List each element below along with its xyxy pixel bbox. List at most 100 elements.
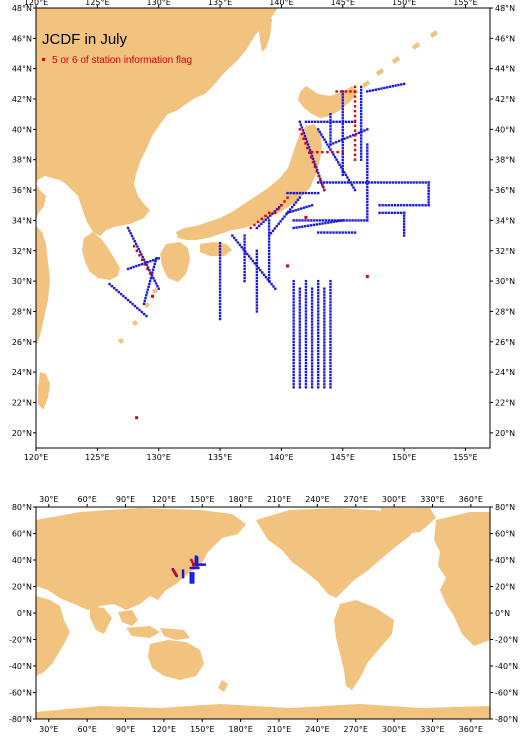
y-tick-label-left: 48°N [12, 4, 32, 13]
station-marker [298, 317, 302, 320]
station-marker [292, 191, 295, 195]
station-marker [243, 243, 246, 246]
station-marker [312, 223, 316, 227]
station-marker [400, 181, 403, 184]
station-marker [317, 343, 320, 347]
station-marker [140, 262, 144, 266]
station-marker [189, 579, 192, 583]
station-marker [141, 255, 144, 259]
station-marker [380, 87, 383, 90]
station-marker [317, 352, 320, 356]
station-marker [382, 181, 386, 184]
y-tick-label-left: 42°N [12, 95, 32, 104]
station-marker [352, 186, 355, 189]
station-marker [218, 296, 222, 299]
station-marker [366, 161, 369, 164]
europe-africa-right [434, 512, 490, 646]
station-marker [323, 374, 326, 377]
station-marker [353, 95, 357, 98]
station-marker [338, 120, 341, 123]
station-marker [281, 217, 284, 221]
y-tick-label-right: 24°N [495, 368, 515, 377]
station-marker [136, 245, 139, 248]
station-marker [305, 205, 308, 209]
station-marker [359, 91, 363, 95]
station-marker [399, 211, 403, 215]
station-marker [181, 576, 185, 579]
y-tick-label-left: 40°N [12, 125, 32, 134]
gx-tick-label-top: 240°E [305, 495, 329, 504]
station-marker [341, 168, 344, 172]
station-marker [243, 264, 246, 268]
station-marker [149, 260, 152, 263]
station-marker [298, 293, 302, 296]
station-marker [298, 128, 302, 131]
station-marker [304, 310, 308, 313]
station-marker [311, 160, 315, 164]
north-america [256, 508, 420, 598]
station-marker [277, 206, 281, 209]
station-marker [366, 179, 369, 183]
station-marker [304, 346, 308, 350]
station-marker [262, 273, 266, 277]
station-marker [418, 204, 421, 207]
station-marker [349, 90, 352, 93]
station-marker [397, 83, 400, 87]
station-marker [350, 120, 354, 123]
station-marker [323, 356, 326, 359]
station-marker [148, 269, 151, 272]
station-marker [340, 166, 343, 169]
station-marker [397, 181, 401, 184]
station-marker [381, 204, 384, 207]
station-marker [145, 263, 148, 267]
station-marker [218, 287, 222, 290]
station-marker [338, 219, 342, 223]
station-marker [292, 334, 295, 337]
station-marker [323, 320, 326, 323]
station-marker [189, 581, 192, 584]
station-marker [273, 227, 277, 230]
station-marker [329, 325, 332, 328]
station-marker [298, 386, 302, 389]
station-marker [317, 364, 320, 368]
station-marker [260, 271, 264, 274]
station-marker [317, 310, 320, 313]
station-marker [255, 292, 259, 295]
station-marker [366, 155, 369, 158]
station-marker [310, 323, 314, 326]
station-marker [267, 234, 271, 237]
station-marker [329, 349, 332, 353]
station-marker [314, 166, 318, 169]
station-marker [267, 267, 271, 271]
station-marker [336, 161, 340, 164]
station-marker [340, 181, 344, 184]
station-marker [352, 181, 356, 184]
station-marker [384, 211, 387, 215]
station-marker [283, 200, 286, 203]
station-marker [323, 329, 326, 332]
station-marker [191, 566, 194, 570]
station-marker [274, 211, 277, 215]
station-marker [353, 114, 357, 118]
station-marker [298, 368, 302, 371]
station-marker [329, 331, 332, 334]
station-marker [298, 320, 302, 323]
station-marker [390, 204, 394, 207]
station-marker [307, 146, 311, 149]
y-tick-label-left: 28°N [12, 307, 32, 316]
station-marker [341, 155, 344, 159]
station-marker [324, 221, 327, 225]
station-marker [292, 367, 295, 371]
station-marker [402, 228, 406, 232]
station-marker [343, 137, 346, 140]
station-marker [409, 181, 412, 184]
station-marker [325, 181, 329, 184]
station-marker [366, 149, 369, 152]
gx-tick-label-bottom: 180°E [228, 725, 252, 734]
station-marker [151, 268, 155, 271]
station-marker [310, 347, 314, 350]
station-marker [341, 131, 344, 135]
station-marker [255, 267, 259, 271]
station-marker [142, 302, 146, 306]
station-marker [298, 225, 301, 229]
